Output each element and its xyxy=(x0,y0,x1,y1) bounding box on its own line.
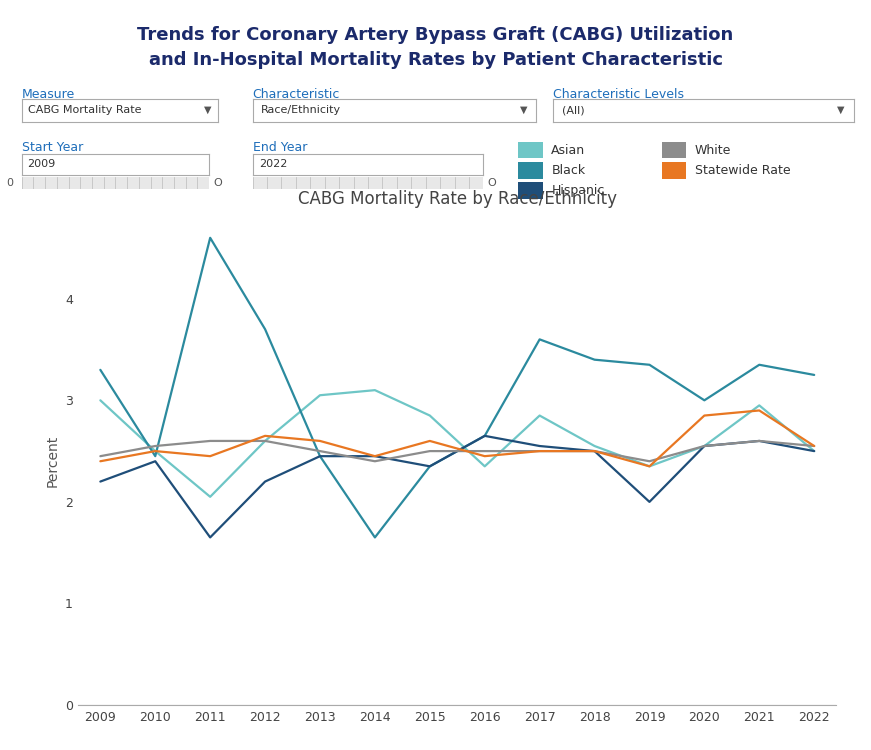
Text: ▼: ▼ xyxy=(520,105,527,116)
Text: White: White xyxy=(695,143,732,157)
Text: End Year: End Year xyxy=(253,141,307,154)
Text: 2022: 2022 xyxy=(260,159,288,170)
Text: Measure: Measure xyxy=(22,88,75,100)
Text: Characteristic Levels: Characteristic Levels xyxy=(553,88,684,100)
Text: 2009: 2009 xyxy=(27,159,56,170)
Text: Start Year: Start Year xyxy=(22,141,83,154)
Text: Race/Ethnicity: Race/Ethnicity xyxy=(261,105,341,116)
Text: O: O xyxy=(488,178,496,188)
Text: ▼: ▼ xyxy=(837,105,845,116)
Title: CABG Mortality Rate by Race/Ethnicity: CABG Mortality Rate by Race/Ethnicity xyxy=(298,190,617,208)
Text: Characteristic: Characteristic xyxy=(253,88,340,100)
Text: Asian: Asian xyxy=(551,143,585,157)
Text: O: O xyxy=(213,178,222,188)
Text: Trends for Coronary Artery Bypass Graft (CABG) Utilization
and In-Hospital Morta: Trends for Coronary Artery Bypass Graft … xyxy=(138,26,733,69)
Text: CABG Mortality Rate: CABG Mortality Rate xyxy=(28,105,141,116)
Text: ▼: ▼ xyxy=(205,105,212,116)
Text: 0: 0 xyxy=(6,178,13,188)
Y-axis label: Percent: Percent xyxy=(45,435,59,488)
Text: Statewide Rate: Statewide Rate xyxy=(695,164,791,177)
Text: (All): (All) xyxy=(562,105,584,116)
Text: Black: Black xyxy=(551,164,585,177)
Text: Hispanic: Hispanic xyxy=(551,184,604,197)
